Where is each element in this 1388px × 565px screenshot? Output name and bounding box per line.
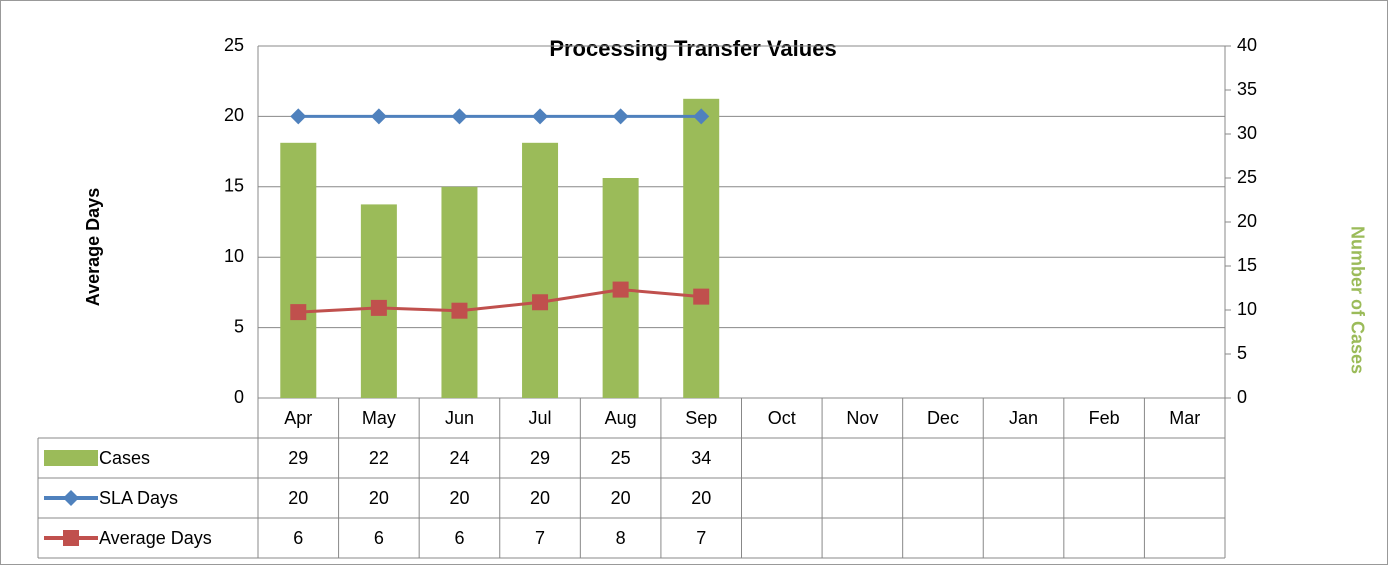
y2-tick-label: 20 xyxy=(1237,211,1257,231)
y-tick-label: 5 xyxy=(234,316,244,336)
bar xyxy=(441,186,478,398)
table-value: 20 xyxy=(691,488,711,508)
marker xyxy=(612,281,629,298)
marker xyxy=(451,302,468,319)
y-axis-label: Average Days xyxy=(83,188,103,306)
table-value: 29 xyxy=(530,448,550,468)
x-tick-label: Jan xyxy=(1009,408,1038,428)
table-value: 34 xyxy=(691,448,711,468)
x-tick-label: Aug xyxy=(605,408,637,428)
chart-title: Processing Transfer Values xyxy=(549,36,836,61)
y-tick-label: 25 xyxy=(224,35,244,55)
x-tick-label: Sep xyxy=(685,408,717,428)
y2-tick-label: 5 xyxy=(1237,343,1247,363)
line xyxy=(298,288,702,314)
y-tick-label: 0 xyxy=(234,387,244,407)
y2-axis-label: Number of Cases xyxy=(1347,226,1367,374)
legend-label: Average Days xyxy=(99,528,212,548)
y-tick-label: 10 xyxy=(224,246,244,266)
table-value: 6 xyxy=(293,528,303,548)
table-value: 24 xyxy=(449,448,469,468)
x-tick-label: Dec xyxy=(927,408,959,428)
y-tick-label: 15 xyxy=(224,176,244,196)
table-value: 29 xyxy=(288,448,308,468)
marker xyxy=(451,108,468,125)
y2-tick-label: 35 xyxy=(1237,79,1257,99)
x-tick-label: Jun xyxy=(445,408,474,428)
y2-tick-label: 40 xyxy=(1237,35,1257,55)
y2-tick-label: 15 xyxy=(1237,255,1257,275)
x-tick-label: May xyxy=(362,408,396,428)
marker xyxy=(370,108,387,125)
marker xyxy=(693,108,710,125)
table-value: 7 xyxy=(696,528,706,548)
x-tick-label: Nov xyxy=(846,408,878,428)
x-tick-label: Oct xyxy=(768,408,796,428)
table-value: 25 xyxy=(611,448,631,468)
table-value: 6 xyxy=(374,528,384,548)
y2-tick-label: 25 xyxy=(1237,167,1257,187)
y2-tick-label: 0 xyxy=(1237,387,1247,407)
marker xyxy=(290,304,307,321)
table-value: 20 xyxy=(611,488,631,508)
y-tick-label: 20 xyxy=(224,105,244,125)
table-value: 20 xyxy=(369,488,389,508)
table-value: 8 xyxy=(616,528,626,548)
marker xyxy=(693,288,710,305)
x-tick-label: Mar xyxy=(1169,408,1200,428)
legend-key xyxy=(63,530,79,546)
table-value: 6 xyxy=(454,528,464,548)
table-value: 20 xyxy=(530,488,550,508)
marker xyxy=(532,294,549,311)
marker xyxy=(290,108,307,125)
table-value: 20 xyxy=(449,488,469,508)
table-value: 22 xyxy=(369,448,389,468)
y2-tick-label: 30 xyxy=(1237,123,1257,143)
bar xyxy=(683,98,720,399)
x-tick-label: Feb xyxy=(1089,408,1120,428)
marker xyxy=(370,299,387,316)
legend-key xyxy=(63,490,79,506)
legend-key xyxy=(44,450,98,466)
marker xyxy=(612,108,629,125)
table-value: 20 xyxy=(288,488,308,508)
legend-label: SLA Days xyxy=(99,488,178,508)
bar xyxy=(522,142,559,398)
marker xyxy=(532,108,549,125)
table-value: 7 xyxy=(535,528,545,548)
legend-label: Cases xyxy=(99,448,150,468)
x-tick-label: Jul xyxy=(529,408,552,428)
y2-tick-label: 10 xyxy=(1237,299,1257,319)
bar xyxy=(280,142,317,398)
x-tick-label: Apr xyxy=(284,408,312,428)
